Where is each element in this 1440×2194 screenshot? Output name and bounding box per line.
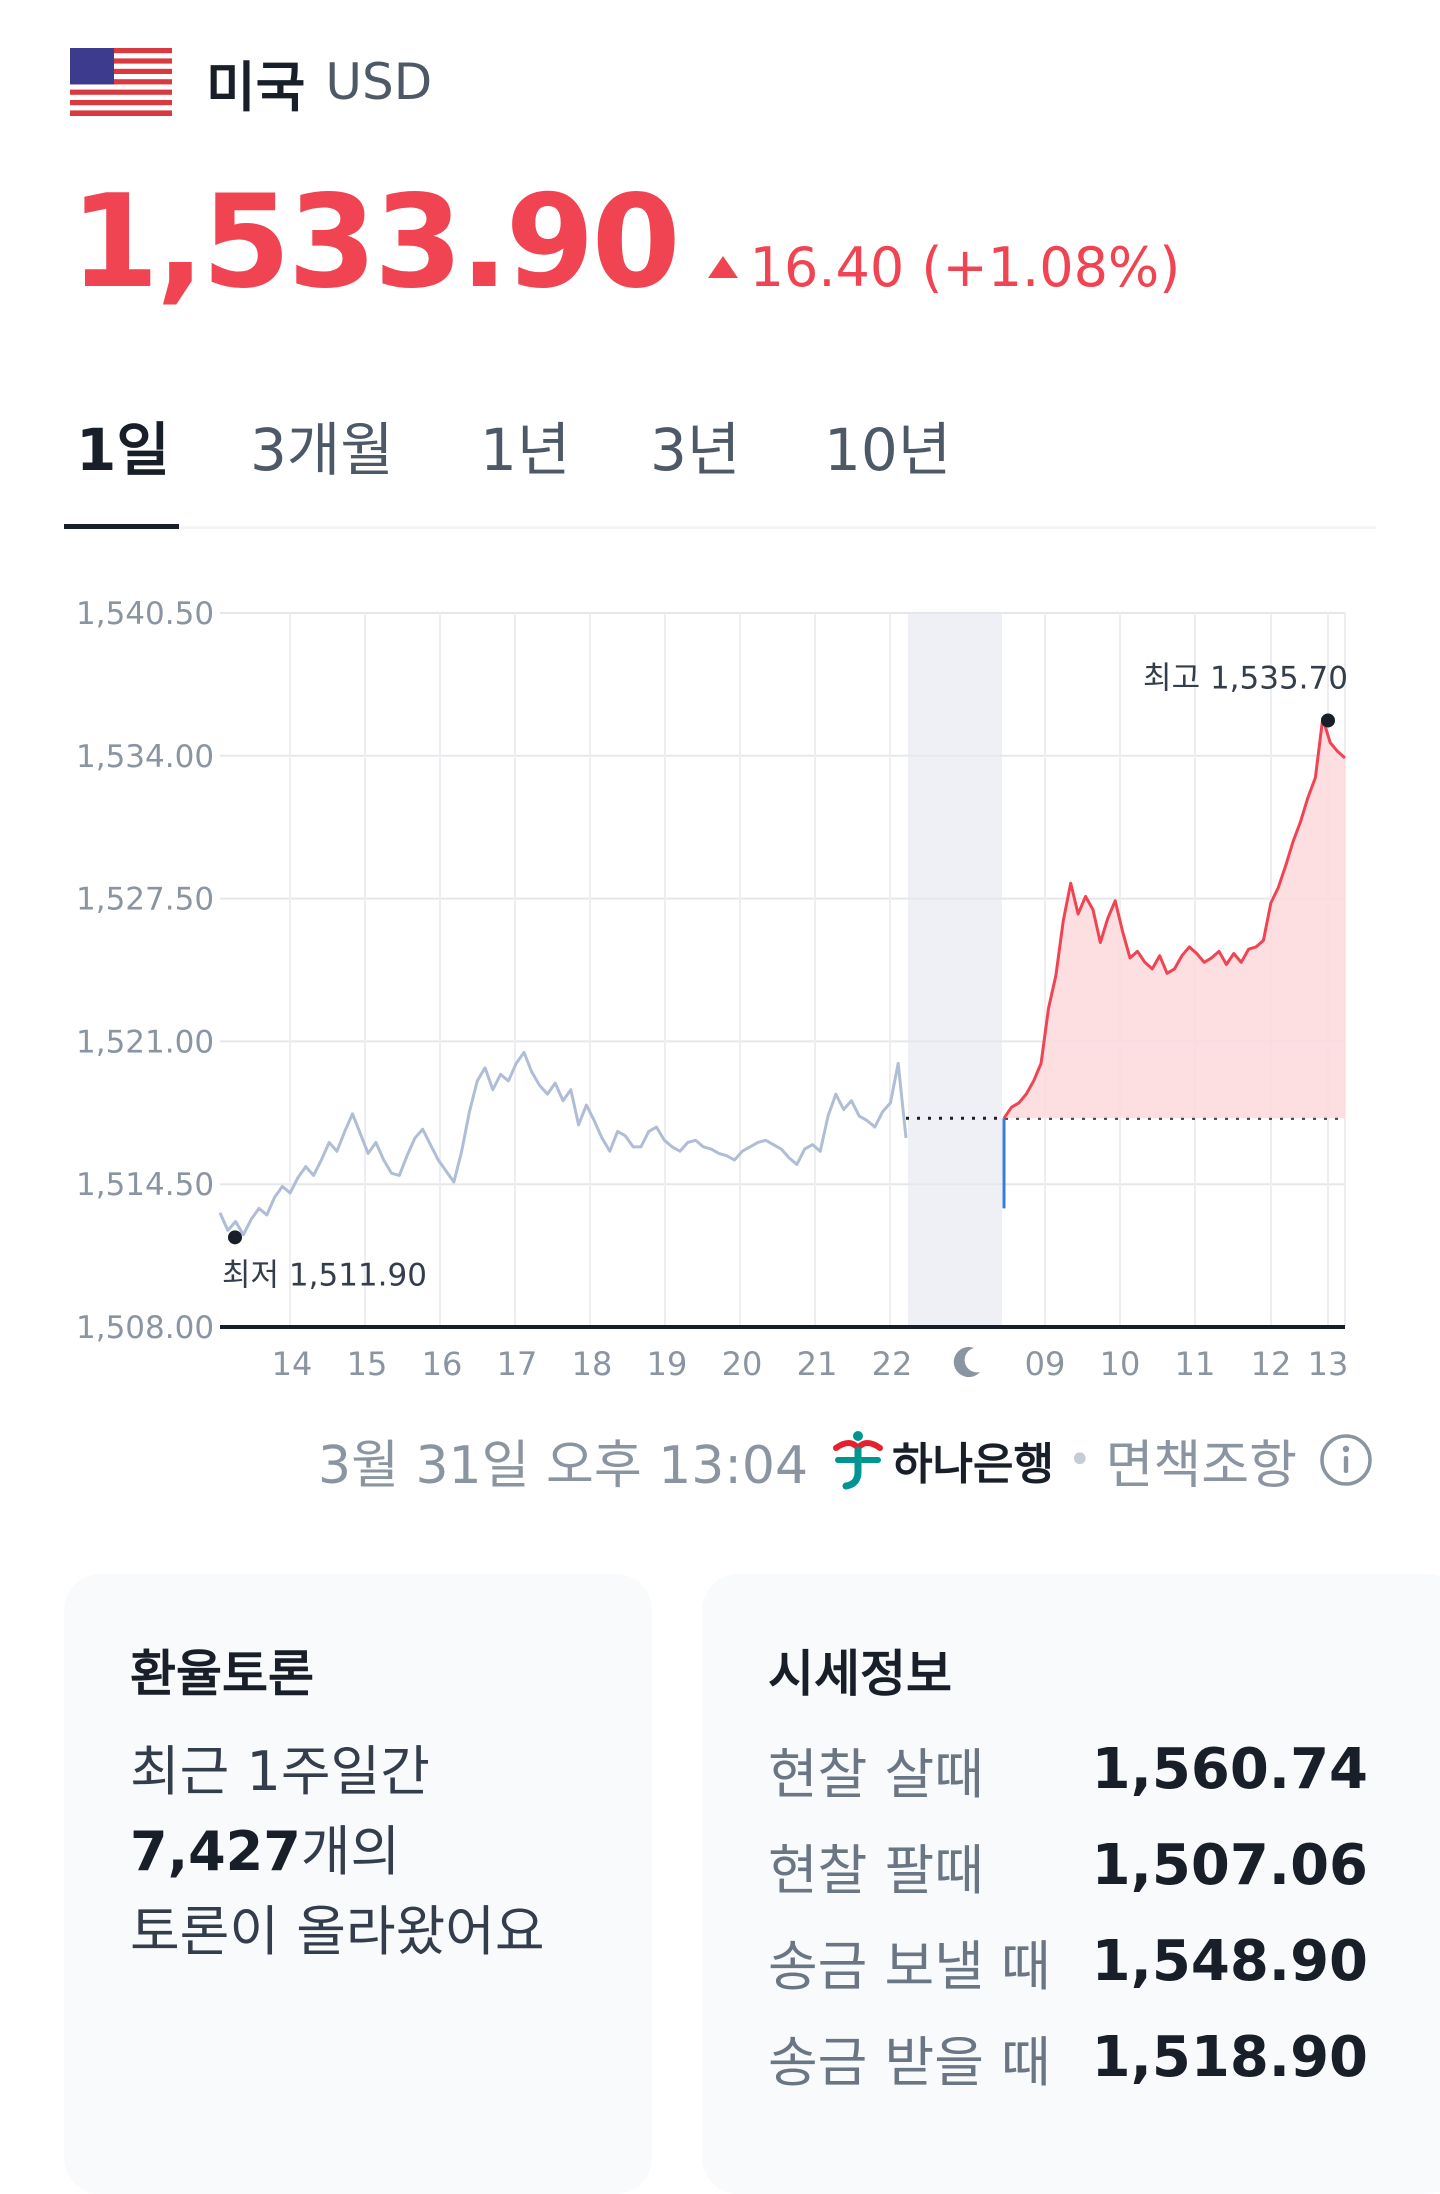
tab-1-year[interactable]: 1년 — [480, 416, 571, 484]
country-name: 미국 — [206, 55, 306, 119]
rate-label: 송금 받을 때 — [768, 2030, 1051, 2094]
rate-chart-svg: 1,540.50 1,534.00 1,527.50 1,521.00 1,514.50… — [76, 596, 1349, 1383]
previous-session-line — [218, 1050, 908, 1237]
hana-bank-logo: 하나은행 — [830, 1428, 1054, 1492]
tab-3-months[interactable]: 3개월 — [250, 416, 394, 484]
overnight-band — [908, 613, 1002, 1327]
x-tick-label: 11 — [1175, 1345, 1216, 1383]
y-tick-label: 1,540.50 — [76, 596, 214, 632]
y-tick-label: 1,508.00 — [76, 1310, 214, 1346]
today-session-line — [1002, 716, 1346, 1120]
disclaimer-link[interactable]: 면책조항 — [1105, 1435, 1297, 1496]
info-icon[interactable] — [1319, 1433, 1373, 1487]
discussion-title: 환율토론 — [130, 1645, 314, 1703]
rate-value: 1,507.06 — [1091, 1832, 1368, 1898]
tab-3-years[interactable]: 3년 — [650, 416, 741, 484]
rate-info-title: 시세정보 — [768, 1645, 952, 1703]
discussion-card[interactable]: 환율토론 최근 1주일간 7,427개의 토론이 올라왔어요 — [64, 1574, 652, 2194]
x-tick-label: 21 — [797, 1345, 838, 1383]
rate-value: 1,560.74 — [1091, 1736, 1368, 1802]
today-session-area — [1004, 718, 1345, 1119]
rate-info-card[interactable]: 시세정보 현찰 살때 1,560.74 현찰 팔때 1,507.06 송금 보낼… — [702, 1574, 1440, 2194]
discussion-line-2: 7,427개의 — [130, 1812, 545, 1892]
high-label: 최고 1,535.70 — [1143, 660, 1348, 696]
currency-header: 미국 USD — [70, 42, 432, 122]
high-marker — [1321, 713, 1335, 728]
rate-label: 송금 보낼 때 — [768, 1934, 1051, 1998]
y-tick-label: 1,527.50 — [76, 882, 214, 918]
update-timestamp: 3월 31일 오후 13:04 — [318, 1435, 809, 1496]
rate-chart[interactable]: 1,540.50 1,534.00 1,527.50 1,521.00 1,514.50… — [0, 570, 1440, 1400]
active-tab-indicator — [64, 524, 179, 529]
discussion-summary: 최근 1주일간 7,427개의 토론이 올라왔어요 — [130, 1732, 545, 1972]
rate-row-cash-buy: 현찰 살때 1,560.74 — [768, 1724, 1368, 1814]
x-tick-label: 18 — [572, 1345, 613, 1383]
y-tick-label: 1,534.00 — [76, 739, 214, 775]
hana-bank-logo-icon — [833, 1431, 884, 1490]
us-flag-icon — [70, 48, 172, 116]
moon-icon — [953, 1347, 980, 1378]
x-tick-label: 12 — [1251, 1345, 1292, 1383]
x-tick-label: 16 — [422, 1345, 463, 1383]
x-tick-label: 17 — [497, 1345, 538, 1383]
current-rate: 1,533.90 — [70, 168, 681, 317]
currency-code: USD — [325, 53, 433, 111]
rate-row-cash-sell: 현찰 팔때 1,507.06 — [768, 1820, 1368, 1910]
x-tick-label: 15 — [347, 1345, 388, 1383]
rate-label: 현찰 팔때 — [768, 1838, 984, 1902]
x-tick-label: 09 — [1025, 1345, 1066, 1383]
x-tick-label: 14 — [272, 1345, 313, 1383]
separator-dot: • — [1067, 1437, 1092, 1483]
triangle-up-icon — [707, 256, 738, 278]
moon-icon-shape — [953, 1347, 980, 1378]
rate-row-remit-send: 송금 보낼 때 1,548.90 — [768, 1916, 1368, 2006]
low-marker — [228, 1230, 242, 1245]
discussion-line-3: 토론이 올라왔어요 — [130, 1900, 545, 1963]
low-label: 최저 1,511.90 — [222, 1257, 427, 1293]
source-row: 3월 31일 오후 13:04 하나은행 • 면책조항 — [318, 1420, 1373, 1500]
x-tick-label: 22 — [872, 1345, 913, 1383]
rate-change-value: 16.40 (+1.08%) — [749, 236, 1181, 299]
discussion-line-1: 최근 1주일간 — [130, 1740, 430, 1803]
rate-value: 1,548.90 — [1091, 1928, 1368, 1994]
bank-name: 하나은행 — [892, 1439, 1054, 1490]
tab-1-day[interactable]: 1일 — [76, 416, 170, 484]
period-tabs: 1일 3개월 1년 3년 10년 — [64, 390, 1376, 529]
price-row: 1,533.90 16.40 (+1.08%) — [70, 168, 1180, 317]
x-tick-label: 10 — [1100, 1345, 1141, 1383]
rate-change: 16.40 (+1.08%) — [707, 236, 1181, 299]
discussion-count-suffix: 개의 — [300, 1820, 401, 1883]
rate-label: 현찰 살때 — [768, 1742, 984, 1806]
y-tick-label: 1,521.00 — [76, 1024, 214, 1060]
y-tick-label: 1,514.50 — [76, 1167, 214, 1203]
x-tick-label: 13 — [1308, 1345, 1349, 1383]
discussion-count: 7,427 — [130, 1820, 301, 1883]
rate-value: 1,518.90 — [1091, 2024, 1368, 2090]
x-tick-label: 19 — [647, 1345, 688, 1383]
tab-10-years[interactable]: 10년 — [824, 416, 952, 484]
x-tick-label: 20 — [722, 1345, 763, 1383]
rate-row-remit-receive: 송금 받을 때 1,518.90 — [768, 2012, 1368, 2102]
